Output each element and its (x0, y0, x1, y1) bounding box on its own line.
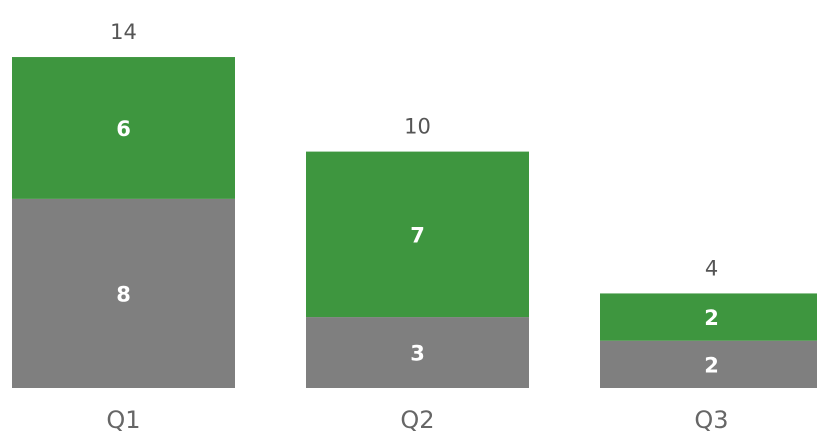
bar-segment-q2-series-2 (306, 151, 529, 318)
segment-value-label: 2 (704, 306, 719, 330)
segment-value-label: 2 (704, 353, 719, 377)
labels-layer: 8 6 14 Q1 3 7 10 Q2 2 2 4 Q3 (106, 20, 728, 432)
category-tick-label: Q2 (400, 406, 434, 432)
bar-segment-q3-series-1 (600, 340, 817, 388)
bars-layer (12, 57, 817, 388)
bar-total-label: 10 (404, 115, 431, 139)
segment-value-label: 8 (116, 282, 131, 306)
segment-value-label: 7 (410, 223, 425, 247)
category-tick-label: Q3 (694, 406, 728, 432)
segment-value-label: 6 (116, 117, 131, 141)
bar-segment-q2-series-1 (306, 317, 529, 388)
bar-segment-q1-series-1 (12, 198, 235, 388)
bar-total-label: 4 (705, 256, 718, 280)
bar-segment-q1-series-2 (12, 57, 235, 199)
segment-value-label: 3 (410, 342, 425, 366)
bar-total-label: 14 (110, 20, 137, 44)
bar-segment-q3-series-2 (600, 293, 817, 341)
category-tick-label: Q1 (106, 406, 140, 432)
